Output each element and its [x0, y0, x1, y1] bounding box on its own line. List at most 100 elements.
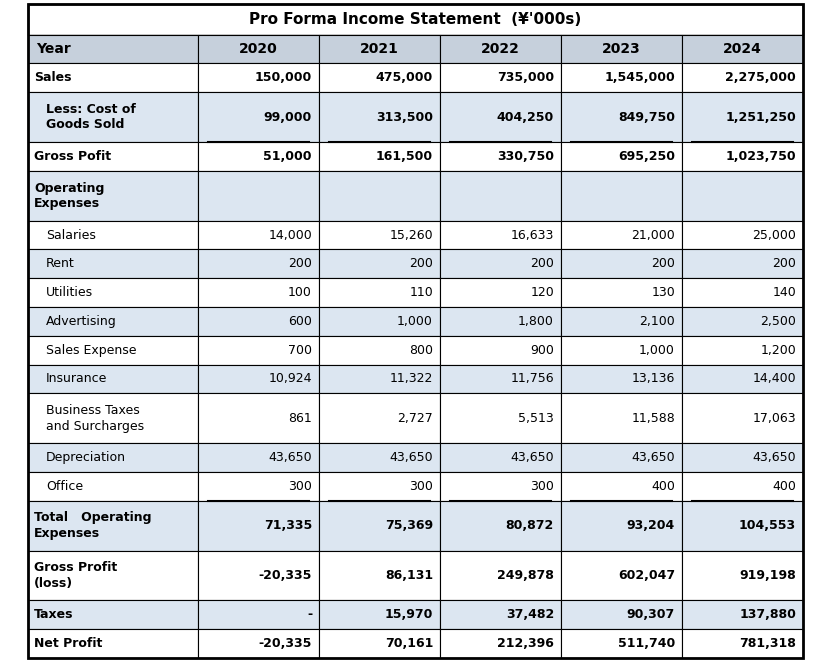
Bar [440, 171, 561, 220]
Bar [561, 142, 682, 171]
Text: 200: 200 [652, 258, 675, 270]
Bar [198, 393, 319, 443]
Text: 200: 200 [772, 258, 796, 270]
Text: 400: 400 [772, 480, 796, 493]
Text: 2,275,000: 2,275,000 [725, 71, 796, 84]
Bar [319, 443, 440, 472]
Text: 695,250: 695,250 [618, 150, 675, 163]
Bar [561, 307, 682, 336]
Bar [198, 250, 319, 278]
Text: 11,322: 11,322 [390, 373, 433, 385]
Text: 75,369: 75,369 [385, 519, 433, 532]
Text: 51,000: 51,000 [263, 150, 312, 163]
Text: 1,251,250: 1,251,250 [725, 111, 796, 124]
Text: Office: Office [46, 480, 83, 493]
Bar [561, 336, 682, 365]
Bar [682, 250, 803, 278]
Text: -: - [307, 608, 312, 622]
Bar [319, 630, 440, 658]
Bar [561, 220, 682, 250]
Text: Advertising: Advertising [46, 315, 116, 328]
Text: 861: 861 [288, 412, 312, 425]
Text: 475,000: 475,000 [376, 71, 433, 84]
Bar [561, 472, 682, 500]
Bar [198, 600, 319, 630]
Text: 300: 300 [288, 480, 312, 493]
Bar [319, 250, 440, 278]
Text: 300: 300 [530, 480, 554, 493]
Bar [28, 142, 198, 171]
Bar [198, 171, 319, 220]
Bar [561, 443, 682, 472]
Text: 849,750: 849,750 [618, 111, 675, 124]
Bar [28, 171, 198, 220]
Text: 212,396: 212,396 [497, 637, 554, 650]
Bar [561, 600, 682, 630]
Bar [440, 630, 561, 658]
Text: Sales: Sales [34, 71, 71, 84]
Bar [28, 443, 198, 472]
Bar [682, 472, 803, 500]
Bar [198, 278, 319, 307]
Text: 14,000: 14,000 [268, 228, 312, 242]
Text: 21,000: 21,000 [632, 228, 675, 242]
Text: 13,136: 13,136 [632, 373, 675, 385]
Text: 300: 300 [409, 480, 433, 493]
Bar [440, 92, 561, 142]
Text: 43,650: 43,650 [632, 451, 675, 464]
Text: 2021: 2021 [360, 42, 399, 56]
Bar [319, 92, 440, 142]
Text: 400: 400 [652, 480, 675, 493]
Text: Depreciation: Depreciation [46, 451, 126, 464]
Bar [28, 600, 198, 630]
Bar [440, 600, 561, 630]
Bar [319, 365, 440, 393]
Bar [319, 551, 440, 600]
Text: 919,198: 919,198 [740, 569, 796, 582]
Bar [682, 278, 803, 307]
Text: 150,000: 150,000 [255, 71, 312, 84]
Bar [319, 500, 440, 551]
Text: 330,750: 330,750 [497, 150, 554, 163]
Bar [561, 250, 682, 278]
Text: 137,880: 137,880 [739, 608, 796, 622]
Text: 1,200: 1,200 [760, 344, 796, 357]
Text: Business Taxes
and Surcharges: Business Taxes and Surcharges [46, 404, 144, 432]
Bar [319, 472, 440, 500]
Text: 15,970: 15,970 [385, 608, 433, 622]
Bar [28, 500, 198, 551]
Text: 90,307: 90,307 [627, 608, 675, 622]
Text: Year: Year [36, 42, 71, 56]
Text: Gross Pofit: Gross Pofit [34, 150, 111, 163]
Bar [440, 551, 561, 600]
Bar [28, 336, 198, 365]
Bar [440, 443, 561, 472]
Text: Taxes: Taxes [34, 608, 73, 622]
Text: 120: 120 [530, 286, 554, 299]
Text: 1,000: 1,000 [639, 344, 675, 357]
Bar [28, 472, 198, 500]
Bar [319, 307, 440, 336]
Bar [561, 64, 682, 92]
Bar [28, 630, 198, 658]
Text: 2022: 2022 [481, 42, 520, 56]
Bar [28, 220, 198, 250]
Bar [319, 336, 440, 365]
Bar [319, 34, 440, 64]
Text: 2,500: 2,500 [760, 315, 796, 328]
Text: Total   Operating
Expenses: Total Operating Expenses [34, 512, 151, 540]
Text: 249,878: 249,878 [497, 569, 554, 582]
Text: 404,250: 404,250 [497, 111, 554, 124]
Bar [28, 92, 198, 142]
Text: Less: Cost of
Goods Sold: Less: Cost of Goods Sold [46, 103, 136, 131]
Text: 5,513: 5,513 [519, 412, 554, 425]
Bar [198, 365, 319, 393]
Bar [682, 336, 803, 365]
Bar [28, 250, 198, 278]
Text: 2020: 2020 [239, 42, 278, 56]
Bar [682, 500, 803, 551]
Bar [28, 393, 198, 443]
Text: 200: 200 [409, 258, 433, 270]
Bar [561, 393, 682, 443]
Bar [28, 4, 803, 34]
